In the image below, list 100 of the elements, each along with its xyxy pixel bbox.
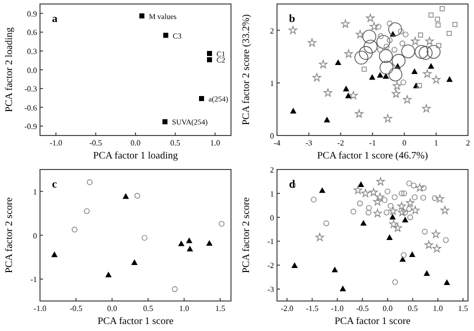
y-tick-label: 0	[270, 213, 274, 222]
point	[406, 198, 414, 207]
point	[400, 79, 406, 86]
point	[388, 206, 398, 215]
annotation: d	[289, 178, 296, 190]
point	[206, 50, 212, 56]
point	[290, 108, 296, 114]
point	[72, 226, 78, 232]
x-tick-label: -2	[337, 138, 344, 148]
x-tick-label: -0.5	[89, 138, 102, 148]
y-axis-title: PCA factor 2 score (33.2%)	[241, 14, 252, 126]
point	[324, 117, 330, 122]
y-tick-label: -0.9	[24, 122, 37, 132]
point	[392, 89, 400, 98]
point	[384, 210, 390, 216]
point	[134, 192, 140, 199]
y-tick-label: 0.6	[27, 28, 37, 38]
point	[350, 208, 356, 214]
point	[424, 270, 430, 276]
point	[366, 14, 375, 22]
point	[415, 183, 424, 192]
point	[332, 267, 338, 272]
point	[323, 220, 330, 226]
point	[420, 185, 427, 191]
point	[376, 192, 384, 201]
y-tick-label: -0.3	[24, 84, 37, 94]
point	[218, 220, 225, 227]
point	[377, 46, 384, 53]
point	[361, 188, 370, 198]
point	[319, 188, 326, 193]
point	[132, 260, 138, 266]
point	[412, 194, 418, 200]
x-tick-label: 1.5	[458, 304, 468, 313]
point	[312, 73, 322, 82]
point	[310, 196, 317, 203]
annotation: c	[52, 178, 57, 190]
point	[416, 83, 422, 88]
point	[386, 37, 393, 44]
point	[86, 179, 93, 186]
point	[354, 109, 364, 118]
point	[425, 36, 434, 46]
point	[354, 186, 362, 194]
point	[358, 182, 364, 187]
point	[378, 33, 384, 39]
x-tick-label: 0	[402, 138, 406, 148]
point	[412, 68, 418, 74]
point	[390, 214, 396, 220]
point	[446, 76, 452, 82]
point	[384, 44, 390, 50]
point	[52, 252, 58, 258]
point	[187, 246, 193, 252]
point	[409, 252, 416, 258]
point	[292, 262, 298, 268]
point	[432, 195, 438, 202]
point	[400, 40, 406, 46]
point	[432, 244, 442, 252]
point	[373, 197, 382, 206]
point	[360, 220, 366, 226]
x-axis-title: PCA factor 1 score	[334, 316, 411, 327]
point	[206, 240, 212, 246]
point	[382, 197, 388, 204]
point	[422, 69, 432, 78]
point	[341, 20, 350, 28]
y-tick-label: 0.0	[27, 66, 37, 75]
x-tick-label: 0.0	[382, 304, 393, 313]
point	[357, 200, 363, 206]
y-tick-label: 1	[270, 78, 274, 88]
point	[369, 188, 378, 196]
point	[122, 194, 129, 199]
x-tick-label: -1	[369, 138, 376, 148]
y-tick-label: -0.6	[24, 103, 37, 112]
point	[392, 194, 398, 200]
point	[344, 49, 353, 58]
y-tick-label: 2	[270, 26, 274, 36]
point	[373, 209, 382, 218]
point	[84, 208, 90, 214]
point	[366, 205, 372, 211]
point	[382, 73, 389, 79]
point	[386, 20, 393, 26]
point	[406, 206, 412, 212]
x-tick-label: 2	[466, 138, 470, 148]
point	[406, 180, 412, 186]
x-tick-label: 0.0	[130, 138, 140, 148]
point	[434, 16, 440, 22]
point	[315, 232, 324, 242]
point	[142, 234, 148, 241]
y-tick-label: 0.3	[27, 46, 37, 56]
x-tick-label: 1	[434, 138, 438, 148]
point	[392, 279, 398, 286]
point	[162, 119, 168, 124]
point	[400, 256, 406, 262]
point	[428, 63, 434, 69]
point	[186, 238, 192, 244]
y-tick-label: -3	[267, 285, 274, 294]
point	[389, 220, 398, 228]
point	[356, 30, 364, 38]
point	[392, 46, 398, 53]
y-tick-label: 1	[33, 187, 37, 196]
y-axis-title: PCA factor 2 score	[241, 196, 252, 274]
point	[407, 214, 414, 220]
